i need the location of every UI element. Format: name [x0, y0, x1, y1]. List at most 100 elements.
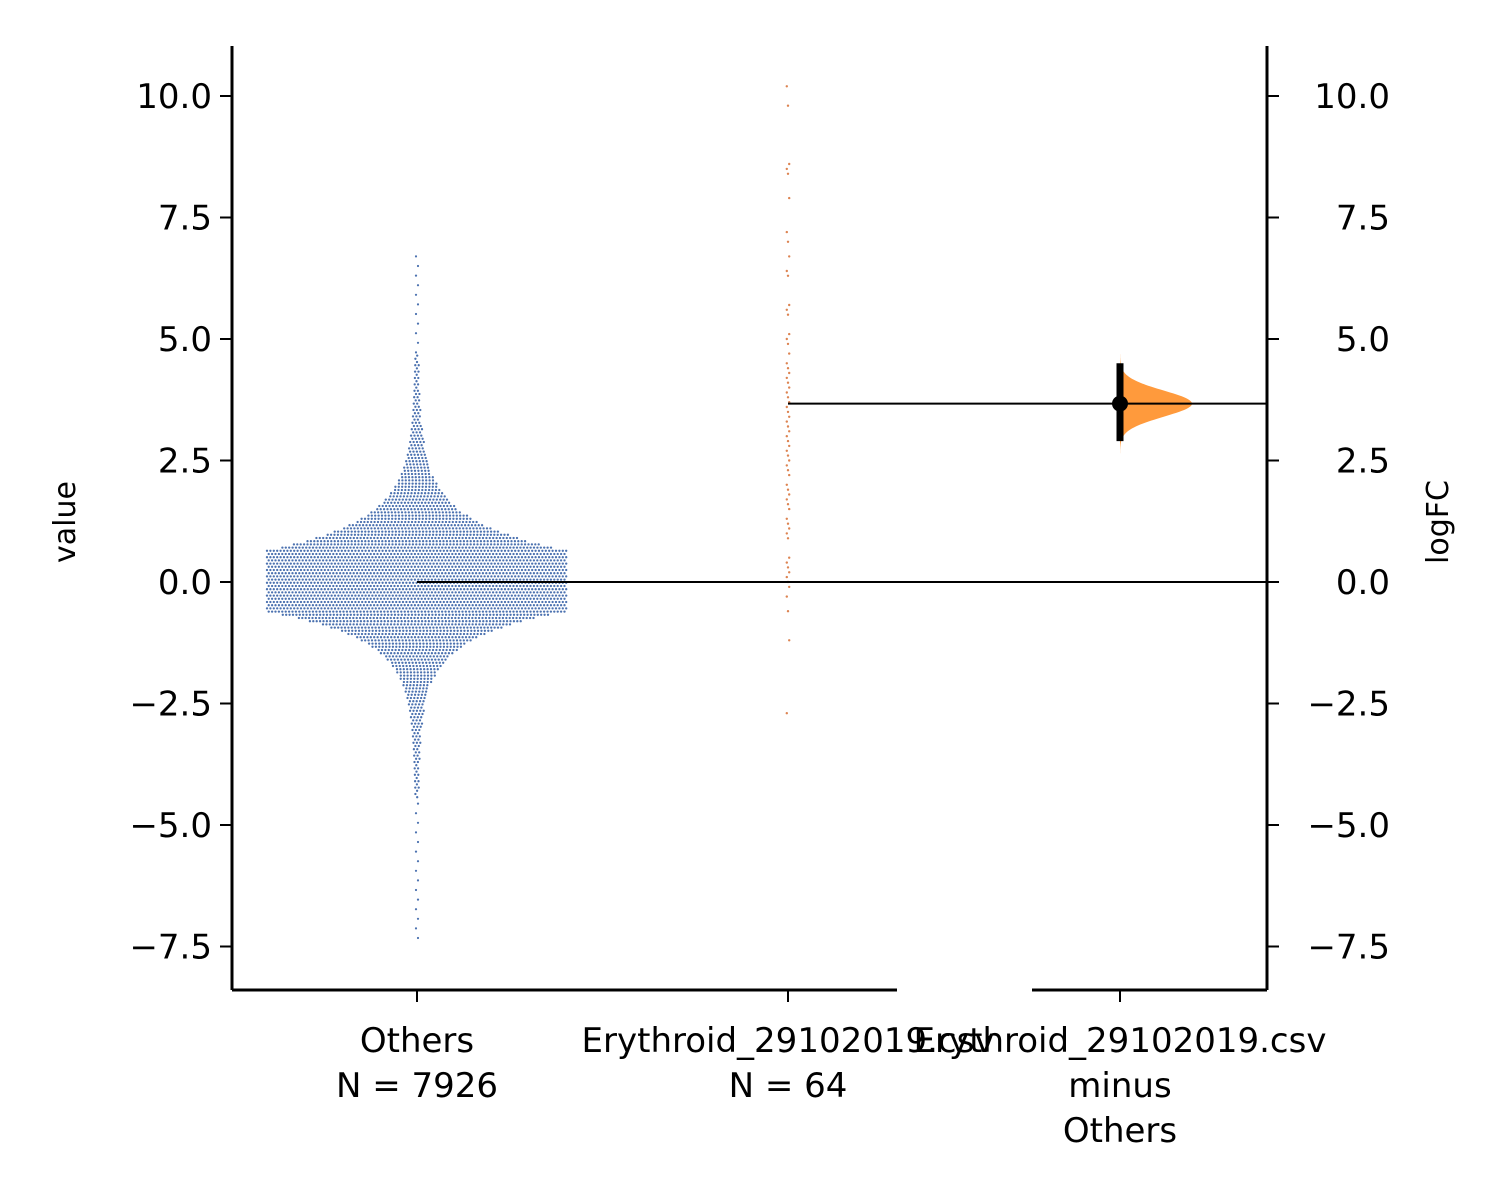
others-point: [293, 600, 296, 604]
others-point: [344, 556, 347, 559]
mean-lines: [417, 402, 1267, 583]
others-point: [390, 527, 393, 530]
others-point: [442, 543, 445, 546]
others-point: [427, 652, 430, 655]
others-point: [440, 572, 444, 575]
others-point: [430, 546, 434, 549]
others-point: [529, 572, 532, 575]
others-point: [540, 613, 543, 616]
others-point: [303, 588, 306, 591]
erythroid-point: [785, 337, 788, 341]
others-point: [384, 562, 388, 565]
others-point: [546, 565, 549, 568]
others-point: [399, 668, 402, 671]
others-point: [434, 511, 438, 514]
others-point: [316, 543, 319, 546]
others-point: [366, 591, 369, 594]
others-point: [397, 485, 400, 488]
others-point: [415, 629, 419, 632]
others-point: [394, 661, 397, 664]
others-point: [398, 626, 401, 629]
others-point: [489, 540, 493, 543]
others-point: [417, 610, 420, 613]
others-point: [282, 594, 286, 597]
others-point: [483, 556, 486, 559]
others-point: [412, 463, 415, 466]
others-point: [416, 716, 419, 719]
others-point: [459, 626, 462, 629]
others-point: [488, 536, 491, 540]
others-point: [469, 588, 473, 591]
others-point: [418, 447, 421, 450]
others-point: [363, 613, 366, 616]
others-point: [389, 572, 393, 575]
right-y-tick-label: 10.0: [1314, 77, 1390, 117]
others-point: [279, 581, 282, 584]
others-point: [406, 466, 409, 469]
others-point: [403, 492, 406, 495]
others-point: [357, 575, 360, 578]
others-point: [418, 568, 422, 572]
others-point: [417, 604, 420, 607]
others-point: [491, 565, 495, 568]
others-point: [342, 552, 345, 556]
others-point: [416, 453, 420, 456]
others-point: [463, 524, 467, 527]
others-point: [415, 575, 418, 578]
others-point: [534, 556, 537, 559]
others-point: [277, 591, 281, 594]
others-point: [429, 680, 433, 684]
others-point: [284, 572, 287, 575]
others-point: [321, 591, 325, 594]
others-point: [367, 594, 371, 597]
others-point: [338, 616, 341, 620]
others-point: [418, 485, 421, 488]
others-point: [532, 584, 536, 588]
others-point: [435, 549, 439, 552]
others-point: [490, 556, 493, 559]
others-point: [464, 552, 468, 556]
others-point: [458, 527, 461, 530]
others-point: [558, 594, 561, 597]
others-point: [434, 584, 437, 588]
others-point: [512, 584, 515, 588]
others-point: [481, 546, 485, 549]
others-point: [508, 610, 512, 613]
others-point: [503, 588, 507, 591]
others-point: [415, 504, 418, 508]
others-point: [471, 604, 474, 607]
others-point: [475, 536, 478, 540]
others-point: [541, 588, 544, 591]
others-point: [486, 600, 490, 604]
others-point: [415, 562, 418, 565]
others-point: [343, 543, 347, 546]
others-point: [527, 556, 530, 559]
others-point: [433, 674, 436, 677]
others-point: [379, 636, 383, 639]
others-point: [291, 604, 294, 607]
others-point: [438, 543, 442, 546]
others-point: [532, 572, 536, 575]
others-point: [354, 549, 357, 552]
others-point: [298, 610, 301, 613]
others-point: [327, 575, 330, 578]
others-point: [384, 642, 388, 645]
others-point: [419, 440, 422, 444]
others-point: [524, 549, 527, 552]
others-point: [393, 610, 396, 613]
others-point: [398, 645, 401, 648]
others-point: [486, 556, 490, 559]
others-point: [424, 469, 427, 472]
others-point: [400, 520, 403, 524]
others-point: [429, 594, 432, 597]
others-point: [461, 559, 464, 562]
others-point: [406, 652, 410, 655]
others-point: [444, 578, 447, 581]
others-point: [414, 869, 418, 872]
others-point: [435, 648, 438, 652]
others-point: [417, 703, 421, 706]
others-point: [406, 508, 410, 511]
others-point: [559, 572, 563, 575]
others-point: [371, 556, 374, 559]
others-point: [413, 591, 417, 594]
